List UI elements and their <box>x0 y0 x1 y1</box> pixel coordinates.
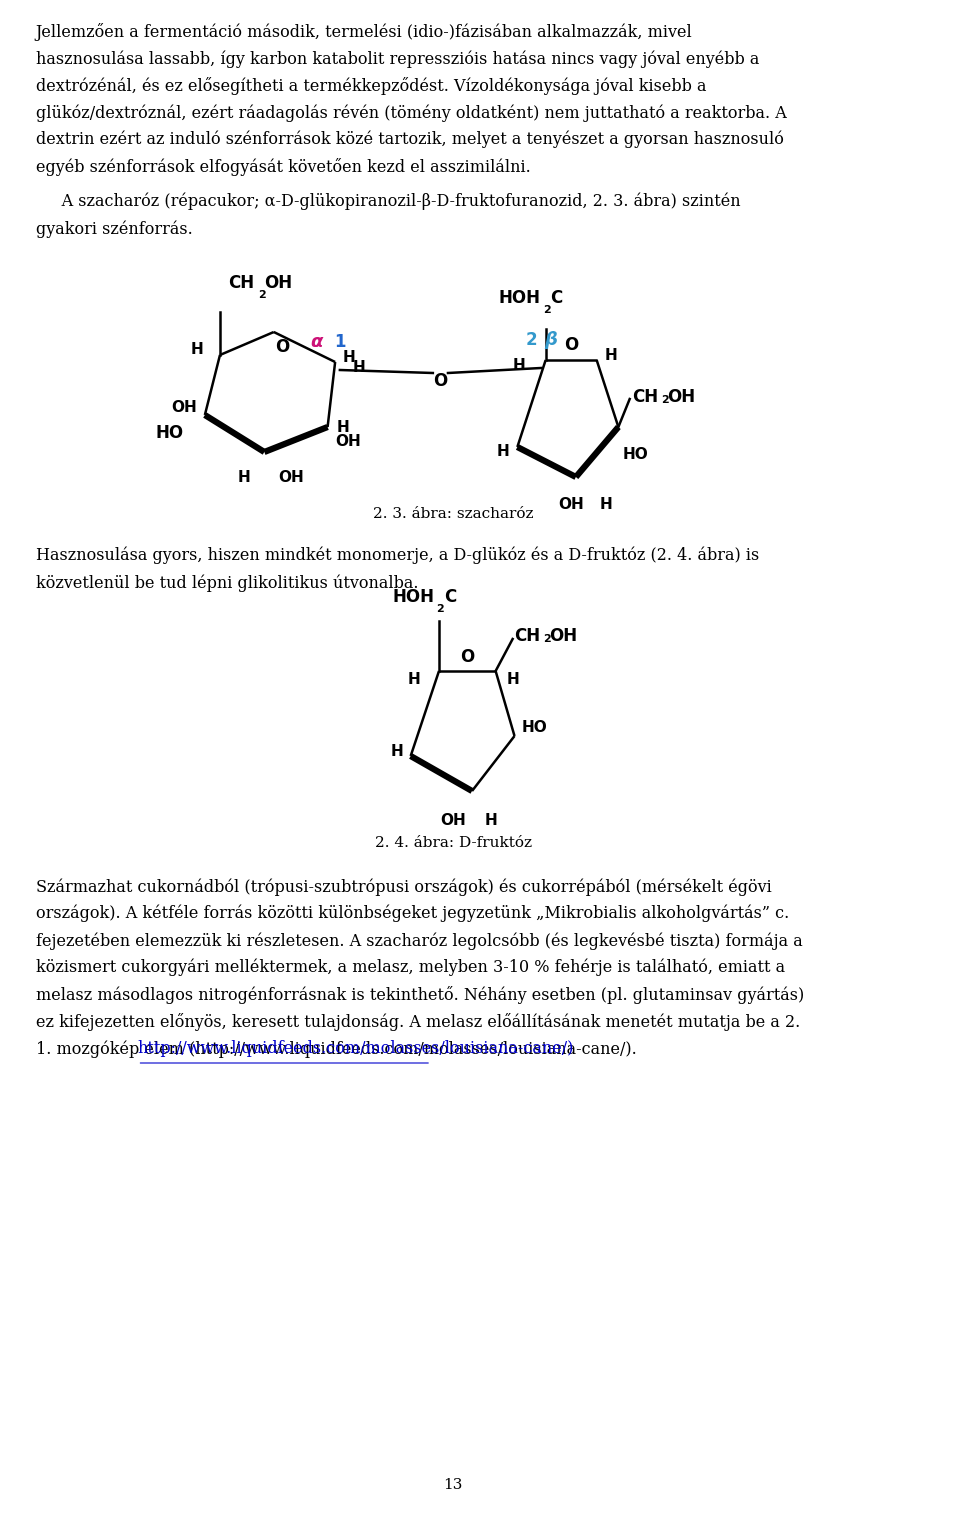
Text: H: H <box>497 445 510 460</box>
Text: OH: OH <box>335 434 361 449</box>
Text: C: C <box>550 289 563 307</box>
Text: Hasznosulása gyors, hiszen mindkét monomerje, a D-glükóz és a D-fruktóz (2. 4. á: Hasznosulása gyors, hiszen mindkét monom… <box>36 548 759 564</box>
Text: országok). A kétféle forrás közötti különbségeket jegyzetünk „Mikrobialis alkoho: országok). A kétféle forrás közötti külö… <box>36 905 789 923</box>
Text: melasz másodlagos nitrogénforrásnak is tekinthető. Néhány esetben (pl. glutamins: melasz másodlagos nitrogénforrásnak is t… <box>36 986 804 1005</box>
Text: dextrózénál, és ez elősegítheti a termékkepződést. Vízoldékonysága jóval kisebb : dextrózénál, és ez elősegítheti a termék… <box>36 77 707 95</box>
Text: HOH: HOH <box>499 289 540 307</box>
Text: H: H <box>512 357 525 372</box>
Text: H: H <box>391 743 403 758</box>
Text: Jellemzően a fermentáció második, termelési (idio-)fázisában alkalmazzák, mivel: Jellemzően a fermentáció második, termel… <box>36 23 692 41</box>
Text: H: H <box>352 360 365 375</box>
Text: fejezetében elemezzük ki részletesen. A szacharóz legolcsóbb (és legkevésbé tisz: fejezetében elemezzük ki részletesen. A … <box>36 932 803 950</box>
Text: OH: OH <box>264 274 293 292</box>
Text: β: β <box>544 331 557 350</box>
Text: H: H <box>604 348 617 363</box>
Text: 2: 2 <box>660 395 668 405</box>
Text: 2: 2 <box>542 634 551 645</box>
Text: OH: OH <box>667 387 696 405</box>
Text: glükóz/dextróznál, ezért ráadagolás révén (tömény oldatként) nem juttatható a re: glükóz/dextróznál, ezért ráadagolás révé… <box>36 104 786 121</box>
Text: H: H <box>599 496 612 511</box>
Text: CH: CH <box>515 626 540 645</box>
Text: 1. mozgókép elem (http://www.liquidfeeds.com/molasses/louisiana-cane/).: 1. mozgókép elem (http://www.liquidfeeds… <box>36 1039 636 1058</box>
Text: közismert cukorgyári melléktermek, a melasz, melyben 3-10 % fehérje is található: közismert cukorgyári melléktermek, a mel… <box>36 959 785 976</box>
Text: O: O <box>276 337 289 356</box>
Text: 2: 2 <box>526 331 538 350</box>
Text: HO: HO <box>522 720 548 735</box>
Text: OH: OH <box>559 496 584 511</box>
Text: dextrin ezért az induló szénforrások közé tartozik, melyet a tenyészet a gyorsan: dextrin ezért az induló szénforrások köz… <box>36 132 783 148</box>
Text: 2: 2 <box>436 604 444 614</box>
Text: CH: CH <box>633 387 659 405</box>
Text: O: O <box>460 648 474 666</box>
Text: OH: OH <box>441 812 466 828</box>
Text: OH: OH <box>278 471 304 486</box>
Text: H: H <box>507 672 519 687</box>
Text: CH: CH <box>228 274 253 292</box>
Text: gyakori szénforrás.: gyakori szénforrás. <box>36 219 193 238</box>
Text: H: H <box>337 419 349 434</box>
Text: C: C <box>444 589 456 607</box>
Text: egyéb szénforrások elfogyását követően kezd el asszimilálni.: egyéb szénforrások elfogyását követően k… <box>36 157 531 176</box>
Text: O: O <box>564 336 578 354</box>
Text: OH: OH <box>172 399 198 415</box>
Text: 2. 4. ábra: D-fruktóz: 2. 4. ábra: D-fruktóz <box>374 837 532 850</box>
Text: HOH: HOH <box>393 589 434 607</box>
Text: HO: HO <box>156 424 184 442</box>
Text: A szacharóz (répacukor; α-D-glükopiranozil-β-D-fruktofuranozid, 2. 3. ábra) szin: A szacharóz (répacukor; α-D-glükopiranoz… <box>36 194 740 210</box>
Text: H: H <box>485 812 497 828</box>
Text: H: H <box>237 471 251 486</box>
Text: H: H <box>343 350 355 365</box>
Text: közvetlenül be tud lépni glikolitikus útvonalba.: közvetlenül be tud lépni glikolitikus út… <box>36 573 419 592</box>
Text: OH: OH <box>549 626 578 645</box>
Text: α: α <box>310 333 323 351</box>
Text: H: H <box>407 672 420 687</box>
Text: 2: 2 <box>542 306 551 315</box>
Text: Származhat cukornádból (trópusi-szubtrópusi országok) és cukorrépából (mérsékelt: Származhat cukornádból (trópusi-szubtróp… <box>36 878 772 896</box>
Text: 2: 2 <box>257 290 266 300</box>
Text: 13: 13 <box>444 1478 463 1492</box>
Text: 1: 1 <box>334 333 346 351</box>
Text: ez kifejezetten előnyös, keresett tulajdonság. A melasz előállításának menetét m: ez kifejezetten előnyös, keresett tulajd… <box>36 1014 800 1030</box>
Text: 2. 3. ábra: szacharóz: 2. 3. ábra: szacharóz <box>372 507 534 520</box>
Text: O: O <box>433 372 447 390</box>
Text: HO: HO <box>623 446 649 461</box>
Text: http://www.liquidfeeds.com/molasses/louisiana-cane/): http://www.liquidfeeds.com/molasses/loui… <box>137 1039 574 1058</box>
Text: H: H <box>190 342 203 357</box>
Text: hasznosulása lassabb, így karbon katabolit represszióis hatása nincs vagy jóval : hasznosulása lassabb, így karbon katabol… <box>36 50 759 68</box>
